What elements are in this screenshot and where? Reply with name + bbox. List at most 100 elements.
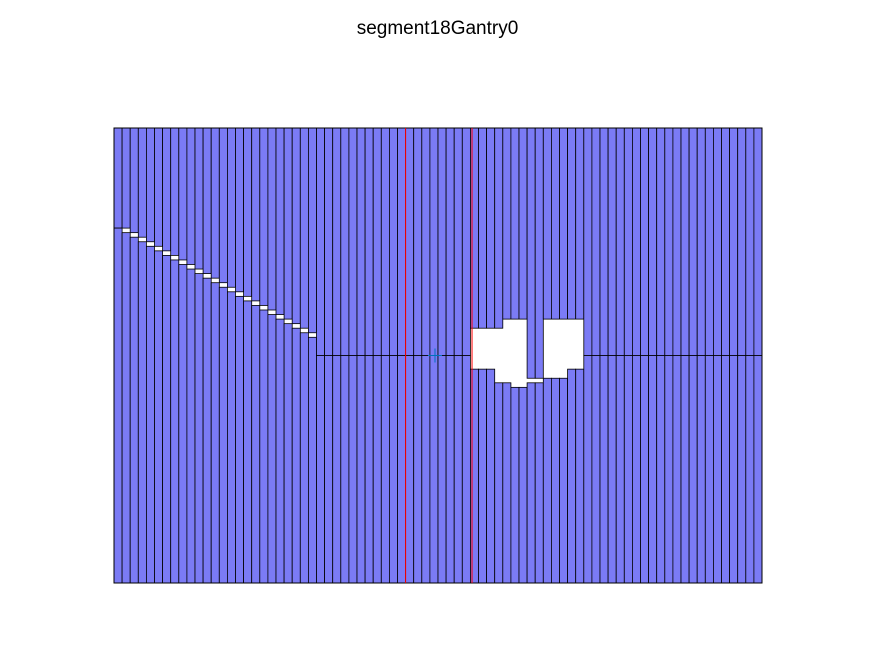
mlc-leaf-upper <box>721 127 731 356</box>
mlc-leaf-upper <box>218 127 228 284</box>
mlc-leaf-lower <box>575 368 585 584</box>
mlc-leaf-upper <box>388 127 398 356</box>
mlc-leaf-upper <box>372 127 382 356</box>
mlc-leaf-lower <box>567 368 577 584</box>
mlc-leaf-upper <box>154 127 164 247</box>
mlc-leaf-upper <box>145 127 155 243</box>
mlc-leaf-upper <box>129 127 139 234</box>
mlc-leaf-upper <box>559 127 569 320</box>
mlc-leaf-upper <box>623 127 633 356</box>
mlc-leaf-lower <box>299 332 309 584</box>
mlc-leaf-upper <box>745 127 755 356</box>
mlc-leaf-lower <box>154 250 164 584</box>
mlc-leaf-upper <box>607 127 617 356</box>
mlc-leaf-lower <box>664 355 674 584</box>
mlc-leaf-lower <box>591 355 601 584</box>
mlc-leaf-upper <box>534 127 544 379</box>
mlc-leaf-upper <box>737 127 747 356</box>
mlc-leaf-lower <box>129 236 139 584</box>
mlc-leaf-upper <box>170 127 180 256</box>
mlc-leaf-lower <box>737 355 747 584</box>
mlc-leaf-upper <box>704 127 714 356</box>
mlc-leaf-lower <box>186 268 196 584</box>
mlc-leaf-upper <box>275 127 285 315</box>
mlc-leaf-upper <box>137 127 147 238</box>
mlc-leaf-lower <box>145 245 155 584</box>
mlc-leaf-lower <box>340 355 350 584</box>
mlc-leaf-lower <box>526 382 536 584</box>
mlc-leaf-upper <box>243 127 253 297</box>
mlc-leaf-upper <box>348 127 358 356</box>
mlc-leaf-upper <box>526 127 536 379</box>
mlc-leaf-lower <box>226 291 236 584</box>
mlc-leaf-lower <box>615 355 625 584</box>
mlc-leaf-lower <box>356 355 366 584</box>
mlc-leaf-lower <box>218 286 228 584</box>
mlc-leaf-lower <box>348 355 358 584</box>
mlc-leaf-lower <box>542 377 552 584</box>
mlc-leaf-upper <box>656 127 666 356</box>
mlc-leaf-lower <box>202 277 212 584</box>
mlc-leaf-upper <box>567 127 577 320</box>
mlc-leaf-lower <box>170 259 180 584</box>
mlc-leaf-lower <box>729 355 739 584</box>
mlc-leaf-lower <box>243 300 253 584</box>
mlc-leaf-lower <box>324 355 334 584</box>
mlc-leaf-lower <box>559 377 569 584</box>
figure-title: segment18Gantry0 <box>356 18 519 39</box>
mlc-leaf-lower <box>745 355 755 584</box>
mlc-leaf-lower <box>421 355 431 584</box>
mlc-leaf-lower <box>623 355 633 584</box>
mlc-leaf-lower <box>721 355 731 584</box>
mlc-leaf-upper <box>478 127 488 329</box>
mlc-leaf-upper <box>632 127 641 356</box>
mlc-leaf-upper <box>729 127 739 356</box>
mlc-leaf-lower <box>453 355 463 584</box>
mlc-leaf-upper <box>599 127 609 356</box>
field-border <box>113 127 763 584</box>
mlc-leaf-lower <box>275 318 285 584</box>
mlc-leaf-lower <box>178 264 188 584</box>
mlc-leaf-lower <box>632 355 641 584</box>
mlc-leaf-lower <box>583 355 593 584</box>
mlc-leaf-lower <box>388 355 398 584</box>
mlc-leaf-upper <box>648 127 658 356</box>
mlc-leaf-upper <box>340 127 350 356</box>
mlc-leaf-lower <box>291 327 301 584</box>
mlc-leaf-upper <box>307 127 317 334</box>
mlc-leaf-upper <box>696 127 706 356</box>
mlc-leaf-upper <box>680 127 690 356</box>
mlc-leaf-lower <box>599 355 609 584</box>
mlc-leaf-upper <box>316 127 326 356</box>
mlc-leaf-lower <box>332 355 342 584</box>
mlc-leaf-upper <box>210 127 220 279</box>
mlc-leaf-upper <box>429 127 439 356</box>
mlc-leaf-lower <box>210 282 220 584</box>
mlc-leaf-lower <box>688 355 698 584</box>
mlc-leaf-upper <box>672 127 682 356</box>
mlc-leaf-upper <box>299 127 309 329</box>
mlc-leaf-lower <box>607 355 617 584</box>
mlc-leaf-lower <box>648 355 658 584</box>
mlc-leaf-lower <box>461 355 471 584</box>
mlc-leaf-lower <box>113 227 123 584</box>
mlc-leaf-lower <box>283 323 293 584</box>
mlc-leaf-lower <box>259 309 269 584</box>
mlc-leaf-lower <box>429 355 439 584</box>
mlc-leaf-lower <box>364 355 374 584</box>
mlc-leaf-lower <box>251 305 261 584</box>
mlc-leaf-upper <box>437 127 447 356</box>
mlc-leaf-lower <box>486 368 496 584</box>
mlc-leaf-upper <box>494 127 504 329</box>
mlc-leaf-lower <box>704 355 714 584</box>
mlc-leaf-lower <box>235 295 245 584</box>
mlc-leaf-upper <box>753 127 763 356</box>
mlc-leaf-lower <box>445 355 455 584</box>
mlc-leaf-upper <box>583 127 593 356</box>
mlc-leaf-lower <box>307 336 317 584</box>
mlc-leaf-upper <box>453 127 463 356</box>
mlc-leaf-upper <box>486 127 496 329</box>
mlc-leaf-upper <box>332 127 342 356</box>
mlc-leaf-lower <box>551 377 560 584</box>
